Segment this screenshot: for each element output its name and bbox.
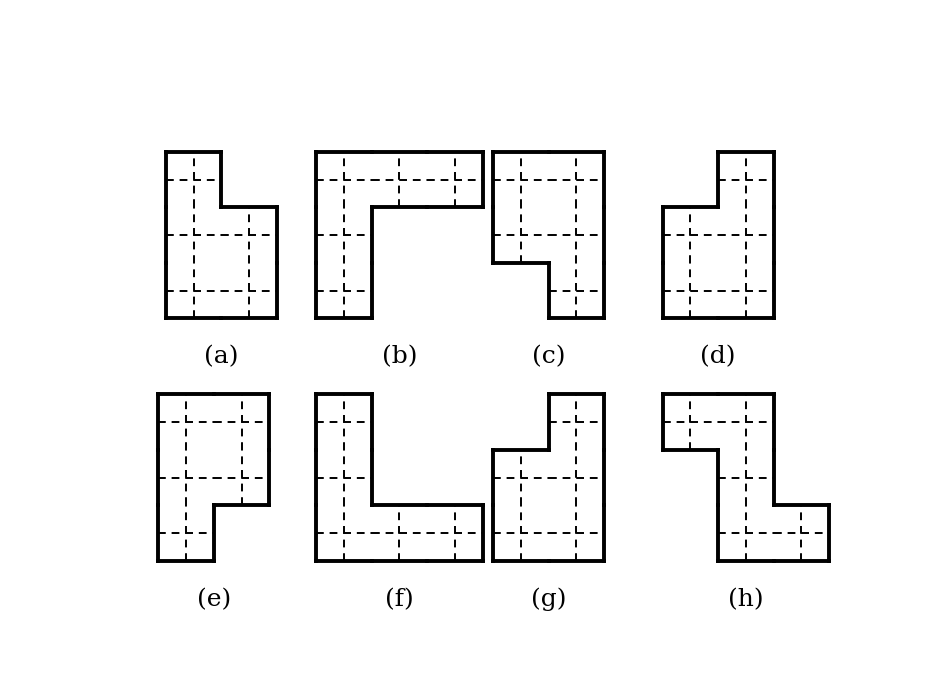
Bar	[166, 207, 222, 263]
Bar	[158, 395, 213, 450]
Text: (c): (c)	[532, 345, 566, 368]
Bar	[549, 395, 604, 450]
Bar	[213, 450, 269, 505]
Bar	[213, 395, 269, 450]
Bar	[718, 450, 774, 505]
Bar	[718, 207, 774, 263]
Bar	[427, 505, 482, 561]
Bar	[166, 263, 222, 318]
Bar	[663, 263, 718, 318]
Bar	[718, 263, 774, 318]
Bar	[774, 505, 829, 561]
Bar	[316, 152, 371, 207]
Text: (f): (f)	[385, 588, 414, 611]
Text: (b): (b)	[382, 345, 417, 368]
Bar	[494, 152, 549, 207]
Bar	[316, 395, 371, 450]
Bar	[663, 395, 718, 450]
Text: (h): (h)	[728, 588, 763, 611]
Bar	[549, 450, 604, 505]
Bar	[494, 505, 549, 561]
Text: (a): (a)	[204, 345, 239, 368]
Bar	[494, 207, 549, 263]
Bar	[549, 263, 604, 318]
Bar	[166, 152, 222, 207]
Bar	[371, 505, 427, 561]
Bar	[718, 152, 774, 207]
Text: (g): (g)	[531, 588, 567, 612]
Bar	[316, 450, 371, 505]
Bar	[316, 263, 371, 318]
Text: (d): (d)	[700, 345, 736, 368]
Bar	[158, 450, 213, 505]
Bar	[549, 152, 604, 207]
Bar	[158, 505, 213, 561]
Bar	[371, 152, 427, 207]
Bar	[494, 450, 549, 505]
Bar	[718, 395, 774, 450]
Bar	[222, 207, 277, 263]
Bar	[549, 207, 604, 263]
Bar	[549, 505, 604, 561]
Bar	[427, 152, 482, 207]
Bar	[718, 505, 774, 561]
Bar	[316, 207, 371, 263]
Bar	[663, 207, 718, 263]
Bar	[316, 505, 371, 561]
Text: (e): (e)	[196, 588, 231, 611]
Bar	[222, 263, 277, 318]
